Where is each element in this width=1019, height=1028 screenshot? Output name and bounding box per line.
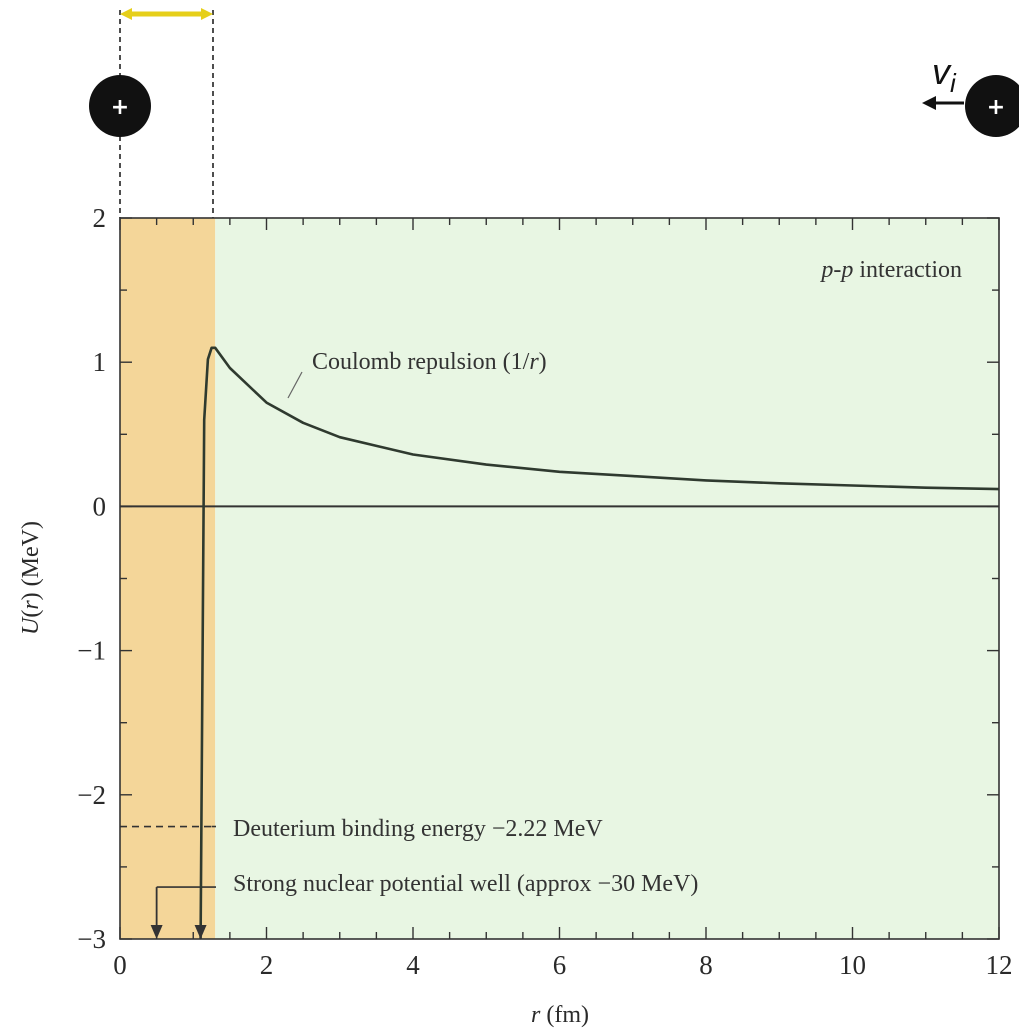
proton-left-sign: + <box>111 95 129 120</box>
plot-background <box>120 218 1000 939</box>
range-arrow-head-right <box>201 8 213 20</box>
curve-point <box>485 464 487 466</box>
y-tick-label: 2 <box>93 203 107 233</box>
x-tick-label: 2 <box>260 950 274 980</box>
coulomb-leader <box>287 371 303 399</box>
pp-interaction-label: p-p interaction <box>819 257 962 283</box>
curve-point <box>211 347 213 349</box>
y-tick-label: 1 <box>93 347 107 377</box>
y-tick-label: −2 <box>77 780 106 810</box>
x-tick-label: 8 <box>699 950 713 980</box>
reference-lines <box>120 505 999 828</box>
curve-point <box>265 402 268 404</box>
x-axis-title: r (fm) <box>531 1002 589 1028</box>
strong-force-region <box>120 218 216 939</box>
potential-curve <box>199 346 1000 940</box>
strong-well-label: Strong nuclear potential well (approx −3… <box>233 871 698 897</box>
curve-point <box>203 419 205 421</box>
curve-point <box>632 475 634 477</box>
x-tick-label: 6 <box>553 950 567 980</box>
curve-point <box>925 487 927 489</box>
proton-left <box>89 75 151 137</box>
proton-diagram: + + vi <box>89 8 1019 218</box>
proton-right <box>965 75 1019 137</box>
curve-point <box>851 484 854 487</box>
coulomb-repulsion-label: Coulomb repulsion (1/r) <box>312 349 547 375</box>
y-tick-label: −3 <box>77 924 106 954</box>
curve-point <box>412 453 414 456</box>
y-axis-title: U(r) (MeV) <box>18 521 44 635</box>
velocity-label: vi <box>932 51 957 98</box>
velocity-arrow-head <box>922 96 936 110</box>
curve-point <box>705 479 707 481</box>
curve-point <box>207 358 209 360</box>
curve-point <box>778 482 780 484</box>
well-arrow-right-head <box>194 925 207 939</box>
curve-point <box>339 436 341 438</box>
y-tick-label: −1 <box>77 636 106 666</box>
curve-point <box>229 367 231 369</box>
coulomb-region <box>215 218 1000 939</box>
proton-right-sign: + <box>987 95 1005 120</box>
deuterium-binding-label: Deuterium binding energy −2.22 MeV <box>233 816 603 842</box>
x-tick-labels: 0 2 4 6 8 10 12 <box>113 950 1012 980</box>
x-tick-label: 12 <box>986 950 1013 980</box>
curve-point <box>302 422 304 424</box>
y-tick-labels: 2 1 0 −1 −2 −3 <box>77 203 106 954</box>
x-tick-label: 10 <box>839 950 866 980</box>
curve-point <box>214 347 216 349</box>
x-tick-label: 0 <box>113 950 127 980</box>
axis-ticks <box>119 217 1000 940</box>
curve-point <box>558 471 561 473</box>
range-arrow-head-left <box>120 8 132 20</box>
y-tick-label: 0 <box>93 491 107 521</box>
x-tick-label: 4 <box>406 950 420 980</box>
annotation-leaders <box>156 371 303 888</box>
